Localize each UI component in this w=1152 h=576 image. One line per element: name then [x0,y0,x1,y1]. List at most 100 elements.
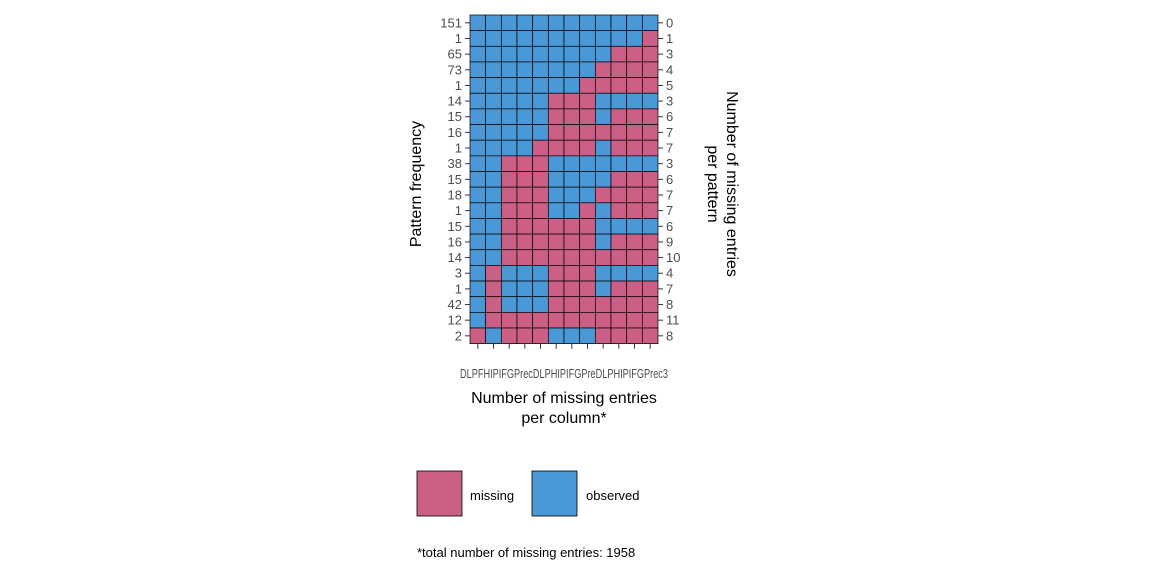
pattern-cell [610,296,628,313]
missing-per-pattern-label: 1 [666,31,673,46]
pattern-cell [547,171,565,188]
pattern-cell [469,139,487,157]
pattern-frequency-label: 1 [455,78,462,93]
pattern-cell [610,61,628,78]
pattern-cell [594,218,612,235]
pattern-cell [594,202,612,219]
pattern-cell [594,171,612,188]
missing-per-pattern-label: 7 [666,187,673,202]
pattern-cell [516,92,534,110]
pattern-cell [641,296,659,313]
pattern-cell [641,30,659,47]
pattern-cell [532,218,549,235]
pattern-frequency-label: 73 [448,62,462,77]
pattern-cell [485,327,502,344]
pattern-cell [469,218,487,235]
pattern-cell [610,92,628,110]
pattern-cell [516,77,534,94]
pattern-cell [563,280,581,298]
pattern-cell [547,45,565,63]
pattern-cell [532,327,549,344]
pattern-cell [532,139,549,157]
pattern-cell [626,108,643,125]
pattern-cell [579,92,596,110]
pattern-cell [469,30,487,47]
pattern-cell [563,45,581,63]
pattern-cell [485,186,502,204]
pattern-cell [485,249,502,266]
pattern-cell [563,124,581,141]
pattern-cell [547,218,565,235]
pattern-cell [547,202,565,219]
pattern-cell [532,14,549,31]
pattern-cell [500,249,518,266]
pattern-cell [469,202,487,219]
pattern-cell [532,155,549,172]
pattern-cell [610,186,628,204]
pattern-cell [610,30,628,47]
pattern-cell [594,124,612,141]
pattern-cell [516,30,534,47]
missing-per-pattern-label: 6 [666,109,673,124]
pattern-cell [469,296,487,313]
pattern-cell [641,233,659,251]
legend-swatch-missing [416,470,463,517]
pattern-cell [641,14,659,31]
pattern-cell [516,218,534,235]
pattern-cell [516,45,534,63]
pattern-cell [469,171,487,188]
pattern-cell [547,77,565,94]
pattern-cell [579,108,596,125]
pattern-cell [547,108,565,125]
pattern-cell [641,218,659,235]
pattern-cell [626,249,643,266]
pattern-frequency-label: 65 [448,47,462,62]
pattern-cell [579,202,596,219]
pattern-cell [469,249,487,266]
pattern-cell [641,265,659,282]
pattern-cell [641,202,659,219]
pattern-cell [626,233,643,251]
pattern-cell [641,327,659,344]
pattern-frequency-label: 1 [455,281,462,296]
pattern-cell [469,108,487,125]
pattern-cell [500,296,518,313]
x-axis-title-line2: per column* [521,410,606,427]
pattern-cell [626,77,643,94]
pattern-cell [579,312,596,329]
column-tick-labels: DLPFHIPIFGPrecDLPHIPIFGPreDLPHIPIFGPrec3 [460,366,668,381]
pattern-cell [641,92,659,110]
pattern-cell [469,92,487,110]
pattern-cell [610,139,628,157]
pattern-cell [579,77,596,94]
pattern-cell [641,139,659,157]
pattern-cell [579,327,596,344]
pattern-cell [626,280,643,298]
pattern-cell [516,233,534,251]
pattern-cell [594,312,612,329]
pattern-cell [594,77,612,94]
pattern-cell [579,233,596,251]
pattern-cell [516,312,534,329]
pattern-cell [516,108,534,125]
pattern-cell [469,77,487,94]
pattern-cell [594,92,612,110]
pattern-cell [547,312,565,329]
pattern-cell [579,280,596,298]
pattern-cell [516,61,534,78]
pattern-cell [641,186,659,204]
pattern-cell [641,77,659,94]
pattern-cell [532,61,549,78]
pattern-frequency-label: 3 [455,266,462,281]
pattern-cell [641,45,659,63]
pattern-cell [579,124,596,141]
pattern-cell [563,14,581,31]
pattern-cell [547,280,565,298]
pattern-cell [641,312,659,329]
pattern-cell [485,61,502,78]
pattern-frequency-label: 15 [448,172,462,187]
pattern-cell [594,280,612,298]
pattern-frequency-label: 42 [448,297,462,312]
